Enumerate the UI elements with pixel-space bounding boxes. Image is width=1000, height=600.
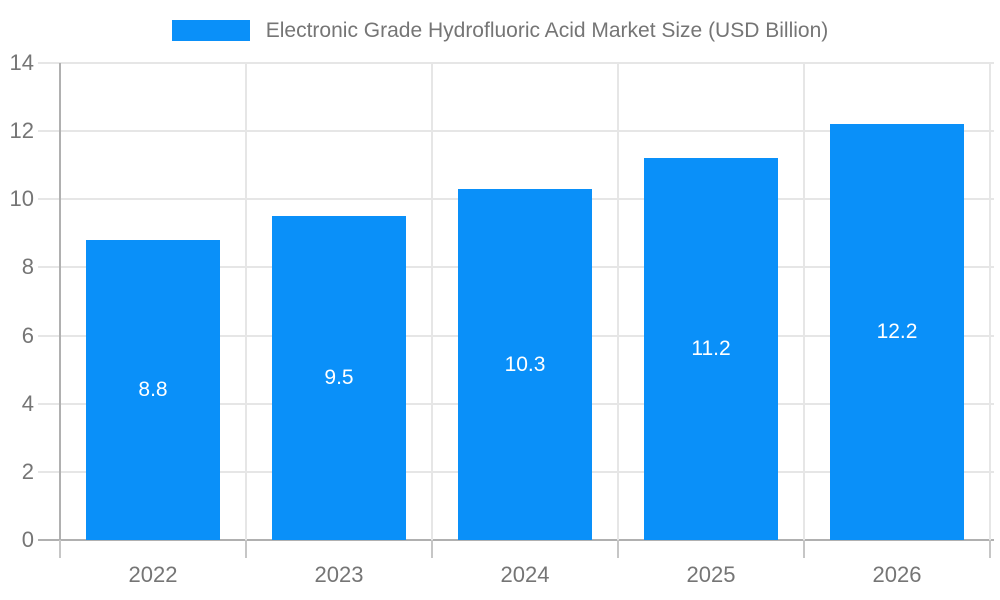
x-tick-mark: [989, 540, 991, 558]
y-tick-label: 4: [21, 391, 34, 416]
y-tick-label: 14: [9, 50, 34, 75]
y-tick-label: 6: [21, 323, 34, 348]
x-tick-mark: [803, 540, 805, 558]
x-tick-mark: [431, 540, 433, 558]
x-tick-mark: [617, 540, 619, 558]
x-axis-label: 2026: [872, 562, 922, 587]
y-axis-line: [59, 63, 61, 540]
y-tick-label: 2: [21, 459, 34, 484]
gridline-vertical: [245, 63, 247, 540]
x-axis-baseline: [38, 539, 994, 541]
legend-swatch-icon: [171, 20, 250, 41]
bar: 11.2: [644, 158, 778, 540]
y-tick-label: 10: [9, 186, 34, 211]
x-axis-label: 2024: [500, 562, 550, 587]
bar-value-label: 9.5: [324, 366, 354, 389]
gridline-vertical: [431, 63, 433, 540]
bar-value-label: 8.8: [138, 378, 168, 401]
gridline-vertical: [989, 63, 991, 540]
y-tick-label: 0: [21, 527, 34, 552]
x-axis-label: 2025: [686, 562, 736, 587]
chart-legend: Electronic Grade Hydrofluoric Acid Marke…: [0, 18, 1000, 43]
bar: 10.3: [458, 189, 592, 540]
gridline-vertical: [803, 63, 805, 540]
gridline-horizontal: [38, 62, 994, 64]
bar-value-label: 12.2: [876, 320, 918, 343]
x-tick-mark: [59, 540, 61, 558]
x-tick-mark: [245, 540, 247, 558]
bar-value-label: 11.2: [691, 337, 731, 360]
x-axis-label: 2022: [128, 562, 178, 587]
gridline-horizontal: [38, 130, 994, 132]
bar: 9.5: [272, 216, 406, 540]
bar: 8.8: [86, 240, 220, 540]
gridline-vertical: [617, 63, 619, 540]
bar: 12.2: [830, 124, 964, 540]
x-axis-label: 2023: [314, 562, 364, 587]
y-tick-label: 12: [9, 118, 34, 143]
chart-title: Electronic Grade Hydrofluoric Acid Marke…: [265, 19, 829, 42]
bar-value-label: 10.3: [504, 352, 546, 376]
y-tick-label: 8: [21, 254, 34, 279]
